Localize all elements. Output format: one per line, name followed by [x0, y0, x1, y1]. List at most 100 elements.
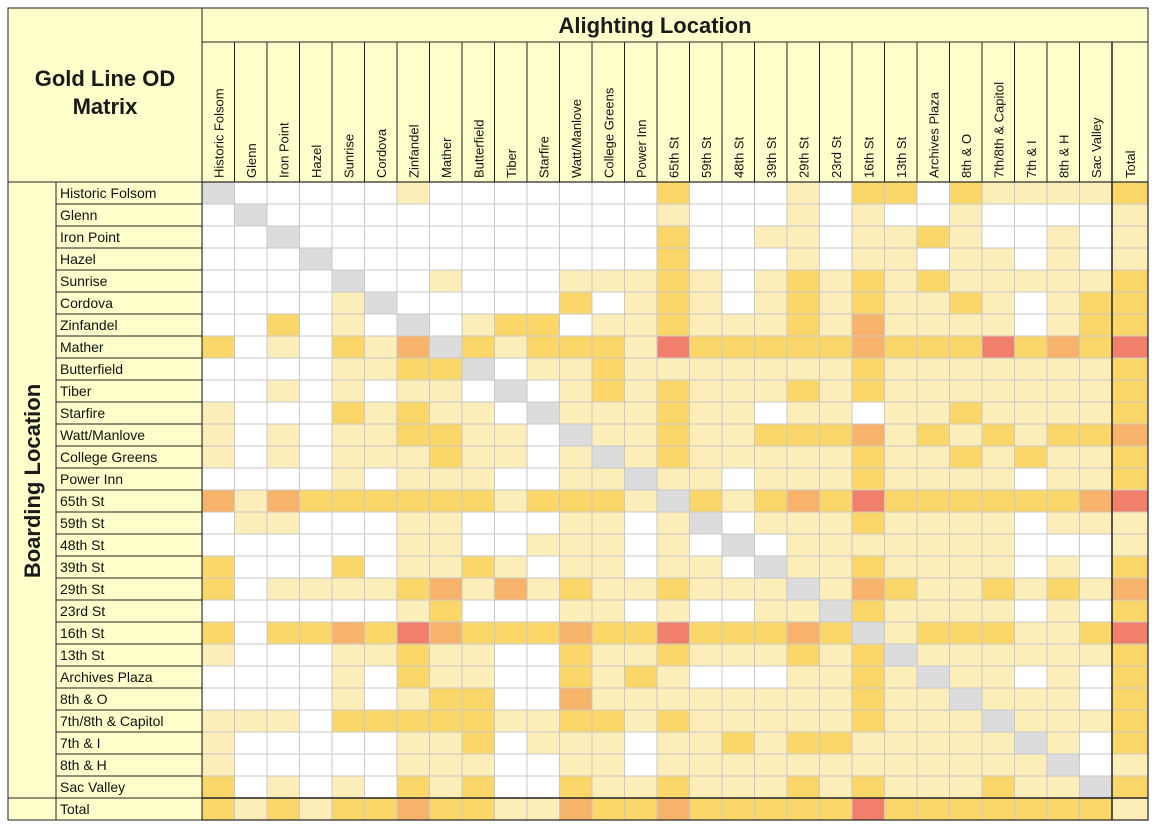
- heatmap-cell: [1111, 247, 1149, 271]
- heatmap-cell: [819, 247, 853, 271]
- heatmap-cell: [461, 225, 495, 249]
- heatmap-cell: [331, 599, 365, 623]
- heatmap-cell: [234, 753, 268, 777]
- heatmap-cell: [819, 269, 853, 293]
- heatmap-cell: [591, 445, 625, 469]
- heatmap-cell: [559, 357, 593, 381]
- heatmap-cell: [526, 687, 560, 711]
- heatmap-cell: [429, 555, 463, 579]
- heatmap-cell: [364, 247, 398, 271]
- heatmap-cell: [754, 555, 788, 579]
- heatmap-cell: [526, 709, 560, 733]
- heatmap-cell: [916, 753, 950, 777]
- heatmap-cell: [331, 489, 365, 513]
- heatmap-cell: [331, 445, 365, 469]
- heatmap-cell: [851, 225, 885, 249]
- column-header-cell: [949, 41, 983, 183]
- heatmap-cell: [721, 533, 755, 557]
- heatmap-cell: [916, 577, 950, 601]
- heatmap-cell: [429, 665, 463, 689]
- heatmap-cell: [364, 599, 398, 623]
- heatmap-cell: [916, 291, 950, 315]
- heatmap-cell: [656, 687, 690, 711]
- heatmap-cell: [559, 643, 593, 667]
- heatmap-cell: [754, 533, 788, 557]
- row-label: Power Inn: [60, 471, 123, 487]
- heatmap-cell: [331, 467, 365, 491]
- heatmap-cell: [1111, 467, 1149, 491]
- heatmap-cell: [689, 181, 723, 205]
- heatmap-cell: [1079, 467, 1113, 491]
- heatmap-cell: [721, 291, 755, 315]
- heatmap-cell: [526, 291, 560, 315]
- heatmap-cell: [591, 401, 625, 425]
- heatmap-cell: [266, 731, 300, 755]
- heatmap-cell: [266, 511, 300, 535]
- heatmap-cell: [461, 203, 495, 227]
- heatmap-cell: [591, 357, 625, 381]
- heatmap-cell: [299, 511, 333, 535]
- column-header-cell: [1046, 41, 1080, 183]
- heatmap-cell: [689, 599, 723, 623]
- heatmap-cell: [721, 225, 755, 249]
- heatmap-cell: [656, 665, 690, 689]
- heatmap-cell: [689, 313, 723, 337]
- heatmap-cell: [201, 489, 235, 513]
- heatmap-cell: [884, 445, 918, 469]
- heatmap-cell: [1046, 269, 1080, 293]
- column-label: Iron Point: [276, 122, 291, 178]
- column-header-cell: [364, 41, 398, 183]
- heatmap-cell: [656, 775, 690, 799]
- heatmap-cell: [234, 665, 268, 689]
- heatmap-cell: [949, 753, 983, 777]
- column-label: 59th St: [699, 136, 714, 178]
- heatmap-cell: [1014, 269, 1048, 293]
- heatmap-cell: [689, 643, 723, 667]
- row-label: Archives Plaza: [60, 669, 153, 685]
- heatmap-cell: [624, 709, 658, 733]
- heatmap-cell: [591, 731, 625, 755]
- heatmap-cell: [429, 797, 463, 821]
- heatmap-cell: [754, 797, 788, 821]
- heatmap-cell: [396, 357, 430, 381]
- heatmap-cell: [949, 555, 983, 579]
- heatmap-cell: [591, 269, 625, 293]
- heatmap-cell: [1046, 379, 1080, 403]
- heatmap-cell: [559, 731, 593, 755]
- heatmap-cell: [981, 291, 1015, 315]
- row-label: Tiber: [60, 383, 92, 399]
- heatmap-cell: [1079, 291, 1113, 315]
- heatmap-cell: [234, 797, 268, 821]
- heatmap-cell: [266, 533, 300, 557]
- heatmap-cell: [884, 423, 918, 447]
- column-header-cell: [299, 41, 333, 183]
- heatmap-cell: [494, 357, 528, 381]
- heatmap-cell: [721, 467, 755, 491]
- heatmap-cell: [364, 203, 398, 227]
- heatmap-cell: [364, 511, 398, 535]
- heatmap-cell: [364, 797, 398, 821]
- heatmap-cell: [266, 247, 300, 271]
- heatmap-cell: [689, 247, 723, 271]
- heatmap-cell: [656, 291, 690, 315]
- heatmap-cell: [266, 445, 300, 469]
- heatmap-cell: [916, 467, 950, 491]
- heatmap-cell: [364, 379, 398, 403]
- heatmap-cell: [884, 313, 918, 337]
- heatmap-cell: [981, 357, 1015, 381]
- heatmap-cell: [1079, 423, 1113, 447]
- column-header-cell: [851, 41, 885, 183]
- heatmap-cell: [364, 291, 398, 315]
- heatmap-cell: [754, 489, 788, 513]
- heatmap-cell: [266, 643, 300, 667]
- heatmap-cell: [1014, 665, 1048, 689]
- heatmap-cell: [429, 467, 463, 491]
- heatmap-cell: [429, 269, 463, 293]
- heatmap-cell: [234, 335, 268, 359]
- heatmap-cell: [1079, 489, 1113, 513]
- heatmap-cell: [689, 423, 723, 447]
- heatmap-cell: [494, 291, 528, 315]
- heatmap-cell: [234, 731, 268, 755]
- heatmap-cell: [851, 291, 885, 315]
- heatmap-cell: [234, 269, 268, 293]
